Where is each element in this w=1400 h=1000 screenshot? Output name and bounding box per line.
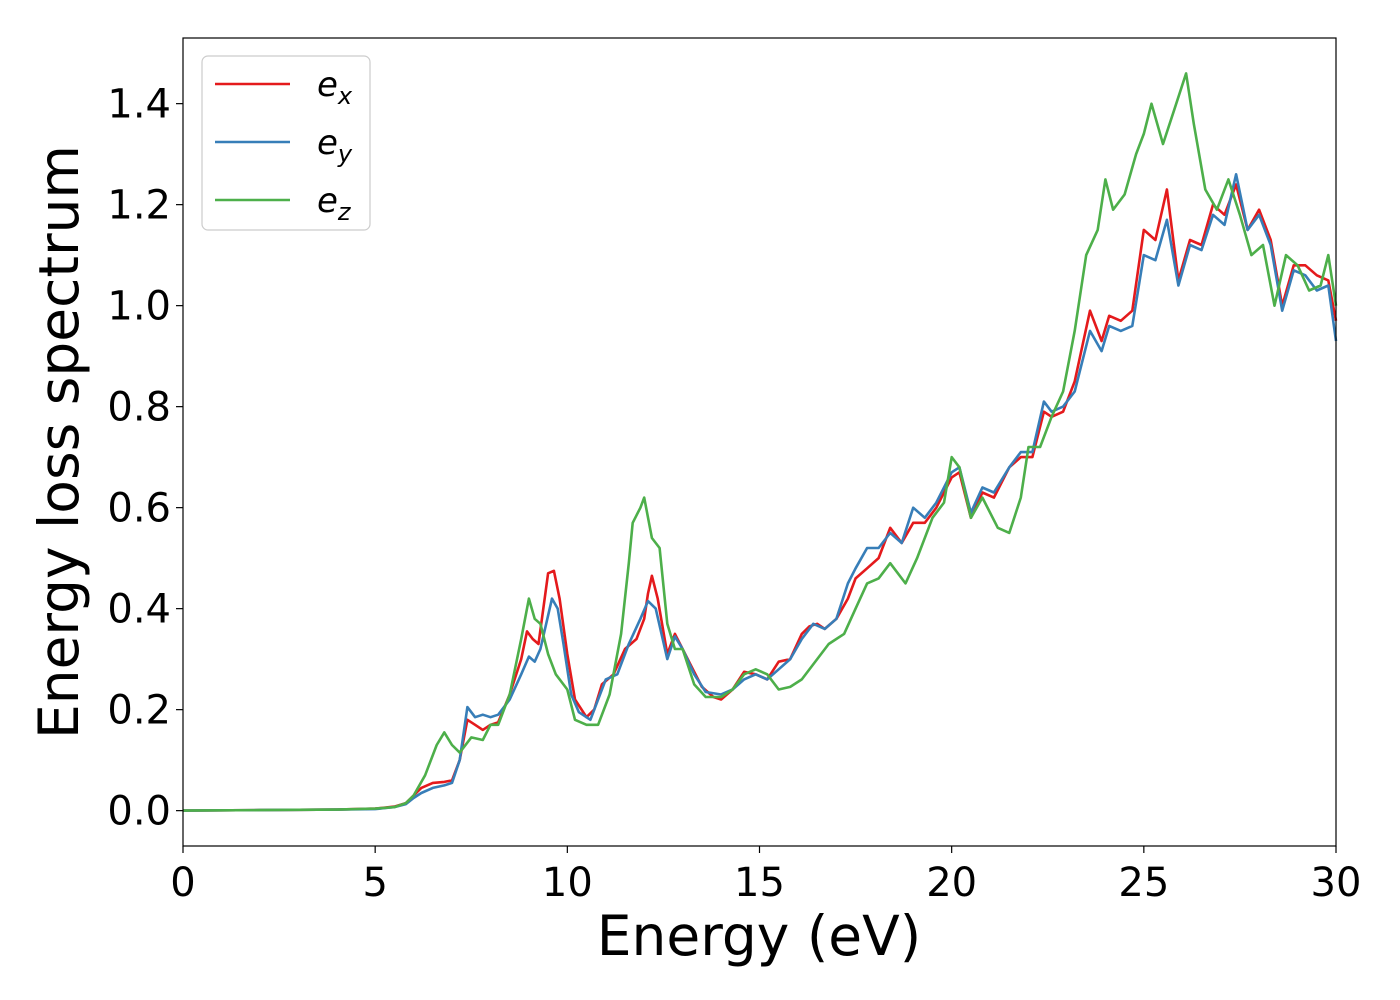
y-tick-label: 0.8: [107, 385, 171, 431]
y-tick-label: 0.0: [107, 789, 171, 835]
x-tick-label: 15: [734, 860, 785, 906]
series-line-e-y: [182, 173, 1338, 812]
series-layer: [182, 72, 1338, 812]
y-tick-label: 1.0: [107, 284, 171, 330]
y-tick-label: 1.4: [107, 82, 171, 128]
x-tick-label: 30: [1311, 860, 1362, 906]
legend-label: ey: [317, 123, 353, 168]
y-axis-title: Energy loss spectrum: [27, 145, 91, 739]
tick-layer: 0 5 10 15 20 25 30 0.0 0.2 0.4 0.6 0.8 1.0 1.2 1.4: [107, 82, 1361, 906]
y-tick-label: 0.2: [107, 688, 171, 734]
y-tick-label: 0.6: [107, 486, 171, 532]
legend-label-base: e: [317, 181, 338, 221]
legend-label: ez: [317, 181, 352, 226]
series-line-e-x: [182, 183, 1338, 812]
x-tick-label: 5: [362, 860, 387, 906]
legend-label: ex: [317, 65, 353, 110]
legend-label-base: e: [317, 123, 338, 163]
y-tick-label: 1.2: [107, 183, 171, 229]
y-tick-label: 0.4: [107, 587, 171, 633]
x-tick-label: 25: [1118, 860, 1169, 906]
legend-label-subscript: z: [337, 198, 352, 226]
plot-frame: [182, 37, 1337, 847]
x-axis-title: Energy (eV): [597, 904, 921, 968]
x-tick-label: 20: [926, 860, 977, 906]
legend-label-subscript: y: [337, 140, 353, 168]
legend-label-subscript: x: [337, 82, 353, 110]
series-line-e-z: [182, 72, 1338, 812]
legend-label-base: e: [317, 65, 338, 105]
x-tick-label: 0: [170, 860, 195, 906]
x-tick-label: 10: [542, 860, 593, 906]
